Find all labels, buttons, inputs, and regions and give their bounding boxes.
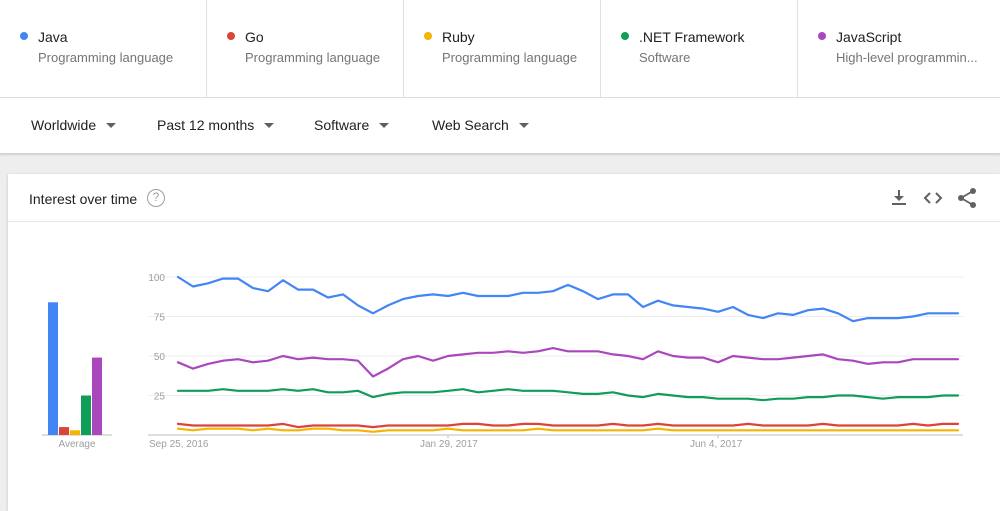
y-tick-label: 25 [154, 392, 166, 403]
term-net-framework[interactable]: .NET Framework Software [600, 0, 797, 98]
term-category: High-level programmin... [836, 50, 978, 65]
term-name: Go [245, 29, 264, 45]
term-ruby[interactable]: Ruby Programming language [403, 0, 600, 98]
filters-bar: Worldwide Past 12 months Software Web Se… [0, 98, 1000, 154]
dropdown-arrow-icon [106, 122, 117, 128]
series-line-net-framework [176, 388, 960, 402]
average-label: Average [58, 439, 96, 450]
average-bar [70, 430, 80, 435]
share-icon[interactable] [955, 186, 979, 210]
average-bar [48, 302, 58, 435]
dropdown-arrow-icon [518, 122, 529, 128]
term-go[interactable]: Go Programming language [206, 0, 403, 98]
time-range-dropdown[interactable]: Past 12 months [157, 116, 275, 134]
series-line-ruby [176, 427, 960, 433]
search-type-dropdown[interactable]: Web Search [432, 116, 529, 134]
term-category: Programming language [38, 50, 174, 65]
category-label: Software [314, 117, 370, 133]
dropdown-arrow-icon [264, 122, 275, 128]
embed-icon[interactable] [921, 186, 945, 210]
term-color-dot [621, 32, 629, 40]
average-bar [81, 395, 91, 435]
series-line-javascript [176, 347, 960, 378]
term-category: Programming language [245, 50, 381, 65]
y-tick-label: 50 [154, 352, 166, 363]
term-category: Software [639, 50, 691, 65]
term-name: Ruby [442, 29, 475, 45]
y-tick-label: 100 [148, 273, 165, 284]
x-tick-label: Jan 29, 2017 [420, 439, 478, 450]
term-javascript[interactable]: JavaScript High-level programmin... [797, 0, 1000, 98]
x-tick-label: Sep 25, 2016 [149, 439, 209, 450]
series-line-go [176, 422, 960, 429]
term-color-dot [424, 32, 432, 40]
term-color-dot [227, 32, 235, 40]
term-name: JavaScript [836, 29, 902, 45]
download-icon[interactable] [887, 186, 911, 210]
term-color-dot [20, 32, 28, 40]
help-icon[interactable]: ? [147, 189, 165, 207]
interest-over-time-card: Interest over time ? Avera [8, 174, 1000, 511]
category-dropdown[interactable]: Software [314, 116, 390, 134]
term-name: Java [38, 29, 68, 45]
interest-chart: Average 25 50 75 100 Sep 25, 2016 Jan 29, 201… [42, 273, 963, 450]
search-type-label: Web Search [432, 117, 509, 133]
search-terms-bar: Java Programming language Go Programming… [0, 0, 1000, 98]
term-java[interactable]: Java Programming language [0, 0, 206, 98]
x-tick-label: Jun 4, 2017 [690, 439, 743, 450]
average-bar [59, 427, 69, 435]
region-dropdown[interactable]: Worldwide [31, 116, 117, 134]
term-name: .NET Framework [639, 29, 745, 45]
series-line-java [176, 275, 960, 323]
card-header: Interest over time ? [8, 174, 1000, 222]
region-label: Worldwide [31, 117, 97, 133]
y-tick-label: 75 [154, 313, 166, 324]
card-title: Interest over time [29, 191, 138, 207]
term-category: Programming language [442, 50, 578, 65]
dropdown-arrow-icon [379, 122, 390, 128]
average-bar [92, 357, 102, 435]
time-range-label: Past 12 months [157, 117, 255, 133]
term-color-dot [818, 32, 826, 40]
